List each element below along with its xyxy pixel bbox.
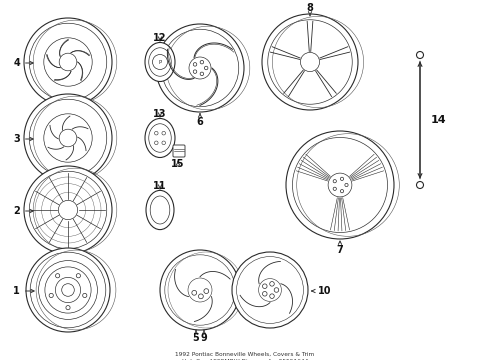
Circle shape: [193, 63, 197, 66]
Text: 3: 3: [13, 134, 33, 144]
Text: 10: 10: [312, 286, 332, 296]
Circle shape: [200, 72, 204, 76]
Text: 13: 13: [153, 109, 167, 119]
Ellipse shape: [145, 42, 175, 81]
Ellipse shape: [146, 190, 174, 230]
Circle shape: [333, 180, 336, 183]
Text: 1: 1: [13, 286, 34, 296]
Circle shape: [24, 166, 112, 254]
Circle shape: [55, 274, 60, 278]
Circle shape: [26, 248, 110, 332]
Circle shape: [49, 293, 53, 298]
Text: 8: 8: [307, 3, 314, 16]
Circle shape: [262, 14, 358, 110]
Circle shape: [263, 284, 267, 288]
Circle shape: [24, 94, 112, 182]
Circle shape: [160, 250, 240, 330]
Circle shape: [198, 294, 203, 299]
Circle shape: [200, 60, 204, 64]
Circle shape: [333, 187, 336, 190]
Circle shape: [274, 288, 279, 292]
Circle shape: [416, 181, 423, 189]
Circle shape: [192, 291, 196, 295]
Circle shape: [263, 292, 267, 296]
Circle shape: [345, 183, 348, 186]
Circle shape: [341, 177, 343, 180]
Circle shape: [24, 18, 112, 106]
Circle shape: [76, 274, 80, 278]
Text: 1992 Pontiac Bonneville Wheels, Covers & Trim
Hub Cap ASSEMBLY Diagram for 25551: 1992 Pontiac Bonneville Wheels, Covers &…: [175, 352, 315, 360]
Text: P: P: [158, 59, 162, 64]
Circle shape: [66, 306, 70, 310]
Circle shape: [204, 289, 209, 293]
FancyBboxPatch shape: [173, 145, 185, 157]
Circle shape: [270, 282, 274, 286]
Text: 4: 4: [13, 58, 33, 68]
Text: 9: 9: [200, 330, 207, 343]
Circle shape: [416, 51, 423, 58]
Text: 15: 15: [171, 159, 185, 169]
Circle shape: [341, 190, 343, 193]
Circle shape: [232, 252, 308, 328]
Text: 12: 12: [153, 33, 167, 43]
Text: 11: 11: [153, 181, 167, 191]
Text: 6: 6: [196, 114, 203, 127]
Text: 5: 5: [193, 330, 199, 343]
Circle shape: [204, 66, 208, 70]
Circle shape: [83, 293, 87, 298]
Text: 2: 2: [13, 206, 33, 216]
Circle shape: [270, 294, 274, 298]
Circle shape: [156, 24, 244, 112]
Text: 14: 14: [430, 115, 446, 125]
Ellipse shape: [145, 118, 175, 158]
Circle shape: [286, 131, 394, 239]
Circle shape: [193, 70, 197, 73]
Text: 7: 7: [337, 241, 343, 255]
